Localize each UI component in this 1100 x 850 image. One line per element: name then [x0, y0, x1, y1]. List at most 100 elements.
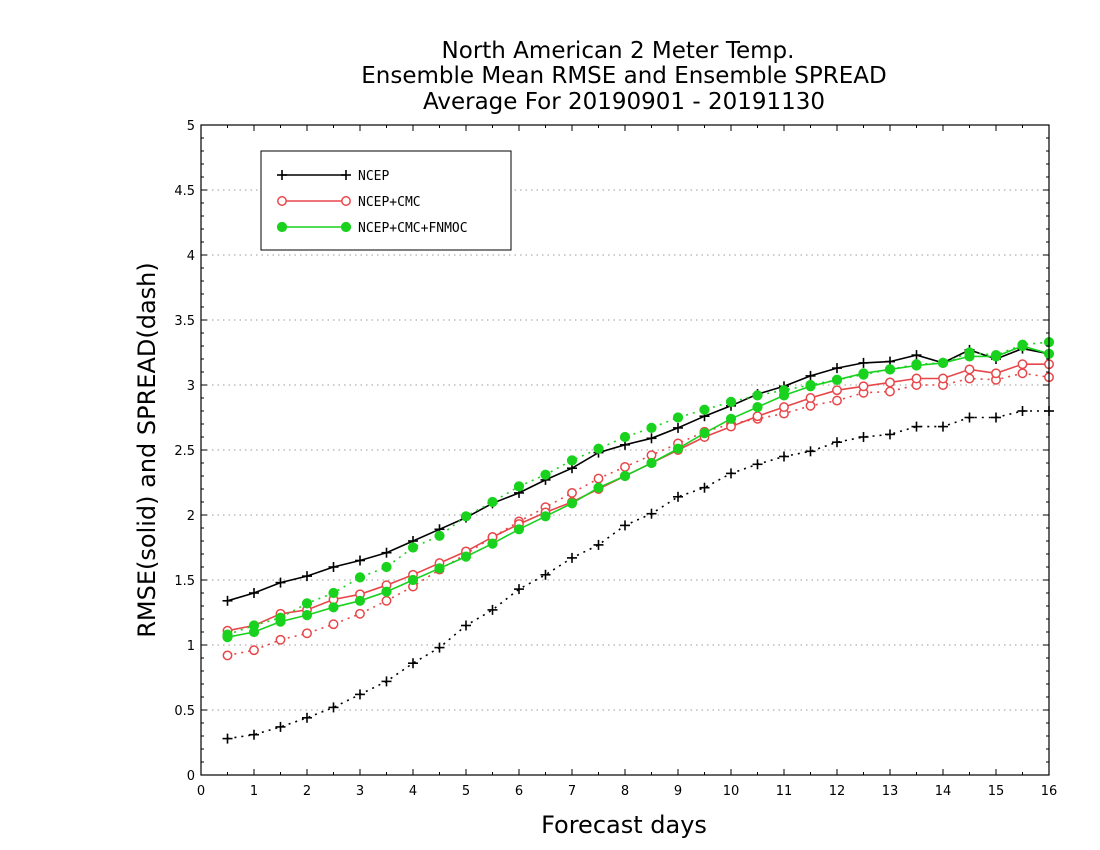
ncep-cmc-rmse-point: [938, 373, 948, 384]
ncep-spread-point: [461, 620, 471, 631]
ncep-cmc-spread-point: [620, 461, 630, 472]
ncep-cmc-fnmoc-rmse-point: [540, 511, 551, 522]
ncep-rmse-point: [249, 588, 259, 598]
ncep-spread-point: [540, 569, 551, 580]
ncep-rmse-point: [673, 422, 683, 433]
x-tick-label: 16: [1041, 784, 1058, 799]
y-tick-label: 0: [187, 769, 195, 784]
ncep-cmc-fnmoc-rmse-point: [646, 457, 657, 469]
legend-marker-ncep-cmc: [341, 196, 351, 206]
ncep-cmc-fnmoc-spread-point: [354, 572, 366, 583]
series-layer: [222, 337, 1055, 744]
legend-entries: NCEP NCEP+CMC NCEP+CMC+FNMOC: [276, 169, 468, 236]
ncep-cmc-spread-point: [593, 473, 604, 484]
ncep-cmc-fnmoc-spread-point: [407, 542, 419, 553]
ncep-cmc-fnmoc-spread-point: [487, 496, 498, 508]
y-tick-label: 3.5: [174, 314, 195, 329]
ncep-rmse-point: [646, 433, 657, 444]
ncep-spread-point: [646, 508, 657, 519]
ncep-spread-point: [991, 412, 1001, 423]
ncep-cmc-fnmoc-rmse-point: [699, 428, 710, 439]
ncep-cmc-fnmoc-rmse-point: [275, 616, 286, 627]
gridlines: [201, 189, 1049, 711]
ncep-rmse-point: [222, 595, 233, 606]
legend-label-ncep: NCEP: [358, 169, 389, 184]
legend-marker-ncep: [277, 170, 287, 180]
x-tick-label: 9: [674, 784, 682, 799]
ncep-cmc-rmse-point: [805, 393, 816, 403]
ncep-spread-point: [726, 468, 736, 479]
ncep-spread-point: [911, 421, 922, 432]
ncep-cmc-fnmoc-spread-point: [381, 561, 392, 573]
ncep-cmc-spread-point: [302, 628, 312, 639]
ncep-cmc-fnmoc-spread-point: [752, 390, 763, 401]
ncep-cmc-fnmoc-rmse-point: [566, 498, 578, 509]
ncep-rmse-point: [832, 363, 842, 374]
ncep-cmc-fnmoc-rmse-point: [619, 470, 631, 482]
ncep-spread-point: [487, 604, 498, 615]
chart-title: North American 2 Meter Temp. Ensemble Me…: [361, 38, 886, 115]
ncep-spread-point: [567, 552, 577, 563]
ncep-rmse-point: [858, 357, 869, 368]
y-tick-label: 2.5: [174, 444, 195, 459]
ncep-cmc-fnmoc-spread-point: [460, 511, 472, 522]
legend-marker-ncep-cmc: [277, 196, 287, 206]
x-tick-label: 2: [303, 784, 311, 799]
ncep-cmc-spread-point: [567, 487, 577, 498]
y-tick-label: 4: [187, 249, 195, 264]
ncep-spread-point: [302, 712, 312, 723]
legend-label-ncep-cmc-fnmoc: NCEP+CMC+FNMOC: [358, 221, 468, 236]
ncep-rmse-point: [911, 350, 922, 361]
ncep-cmc-spread-point: [832, 395, 842, 406]
ncep-cmc-fnmoc-spread-point: [566, 455, 578, 466]
ncep-spread-point: [1017, 406, 1028, 416]
ncep-cmc-rmse-point: [752, 411, 763, 422]
ncep-cmc-spread-point: [964, 373, 975, 384]
ncep-cmc-fnmoc-rmse-point: [725, 413, 737, 424]
ncep-cmc-fnmoc-spread-point: [328, 587, 339, 599]
x-tick-label: 8: [621, 784, 629, 799]
ncep-cmc-fnmoc-rmse-point: [407, 574, 419, 586]
legend-label-ncep-cmc: NCEP+CMC: [358, 195, 421, 210]
ncep-cmc-fnmoc-spread-point: [699, 404, 710, 415]
ncep-cmc-fnmoc-rmse-point: [1017, 340, 1028, 352]
ncep-cmc-rmse-point: [858, 381, 869, 392]
ncep-spread-line: [227, 410, 1049, 740]
ncep-spread-point: [249, 729, 259, 740]
ncep-cmc-fnmoc-spread-point: [672, 412, 684, 423]
ncep-spread-point: [434, 642, 445, 653]
axis-ticks: 00.511.522.533.544.550 1 2 3 4 5 6 7 8 9 10 11 12 13 1…: [174, 119, 1057, 799]
legend: NCEP NCEP+CMC NCEP+CMC+FNMOC: [260, 150, 512, 251]
ncep-cmc-spread-point: [355, 608, 365, 619]
x-axis-label: Forecast days: [541, 811, 707, 839]
legend-marker-ncep-cmc-fnmoc: [340, 221, 352, 233]
ncep-cmc-rmse-point: [832, 385, 842, 396]
ncep-rmse-point: [302, 571, 312, 582]
ncep-rmse-point: [275, 577, 286, 588]
legend-marker-ncep: [341, 170, 351, 180]
ncep-cmc-fnmoc-rmse-point: [381, 586, 392, 597]
y-tick-label: 1.5: [174, 574, 195, 589]
ncep-cmc-fnmoc-spread-point: [434, 530, 445, 541]
x-tick-label: 0: [197, 784, 205, 799]
ncep-cmc-spread-point: [381, 595, 392, 606]
ncep-cmc-rmse-point: [991, 368, 1001, 379]
ncep-spread-point: [805, 446, 816, 457]
x-tick-label: 11: [776, 784, 793, 799]
ncep-cmc-rmse-point: [779, 402, 789, 413]
ncep-cmc-fnmoc-rmse-point: [460, 551, 472, 562]
ncep-cmc-fnmoc-rmse-point: [593, 482, 604, 493]
x-tick-label: 6: [515, 784, 523, 799]
x-tick-label: 13: [882, 784, 899, 799]
ncep-cmc-fnmoc-rmse-point: [964, 351, 975, 362]
ncep-spread-point: [222, 733, 233, 744]
ncep-cmc-fnmoc-rmse-point: [301, 610, 313, 621]
ncep-spread-point: [699, 482, 710, 493]
y-tick-label: 2: [187, 509, 195, 524]
ncep-spread-point: [593, 539, 604, 550]
y-tick-label: 0.5: [174, 704, 195, 719]
ncep-spread-point: [885, 429, 895, 440]
ncep-cmc-fnmoc-spread-point: [540, 469, 551, 480]
ncep-cmc-fnmoc-rmse-point: [778, 390, 790, 401]
